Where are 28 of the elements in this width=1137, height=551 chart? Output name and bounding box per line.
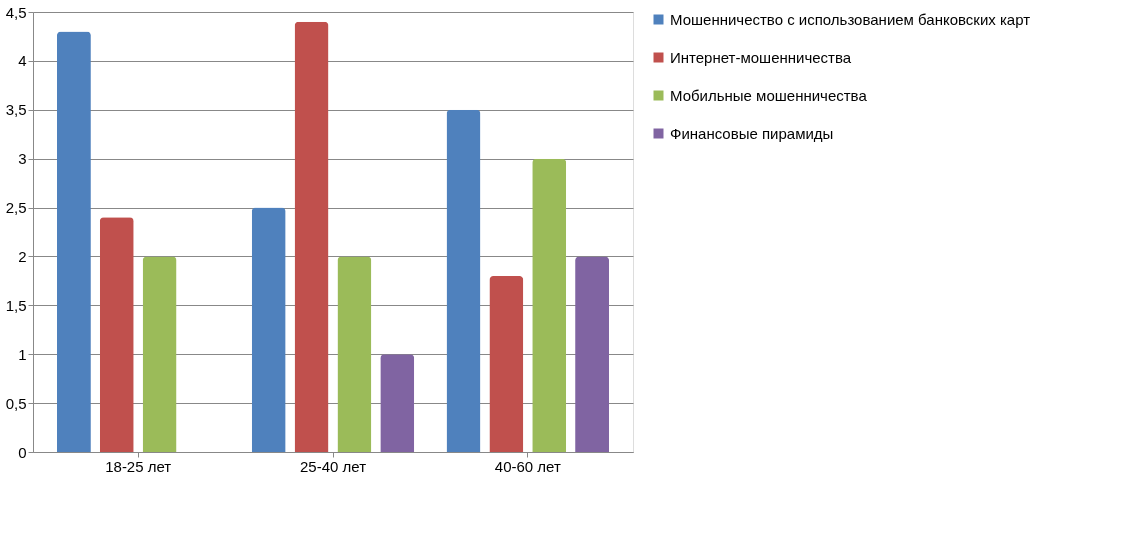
y-tick-label: 3 [18,150,27,168]
y-tick-label: 1,5 [5,296,27,314]
y-tick-label: 4,5 [5,3,27,21]
x-tick-label: 40-60 лет [494,457,561,475]
legend-label: Мошенничество с использованием банковских карт [670,10,1031,28]
bar [489,276,524,452]
bar [142,256,177,452]
y-tick-label: 2 [18,247,27,265]
bar [251,207,286,452]
y-tick-label: 0,5 [5,394,27,412]
bar [380,354,415,452]
y-tick-label: 4 [18,52,27,70]
x-tick-label: 25-40 лет [300,457,367,475]
legend-label: Мобильные мошенничества [670,86,868,104]
bar [337,256,372,452]
bar [294,21,329,452]
y-tick-label: 2,5 [5,199,27,217]
bar [575,256,610,452]
bar [446,109,481,452]
x-tick-label: 18-25 лет [105,457,172,475]
y-tick-label: 1 [18,345,27,363]
legend-label: Интернет-мошенничества [670,48,852,66]
bar [56,31,91,452]
bar [99,217,134,452]
bar [532,158,567,452]
y-tick-label: 3,5 [5,101,27,119]
legend-label: Финансовые пирамиды [670,124,834,142]
y-tick-label: 0 [18,443,27,461]
